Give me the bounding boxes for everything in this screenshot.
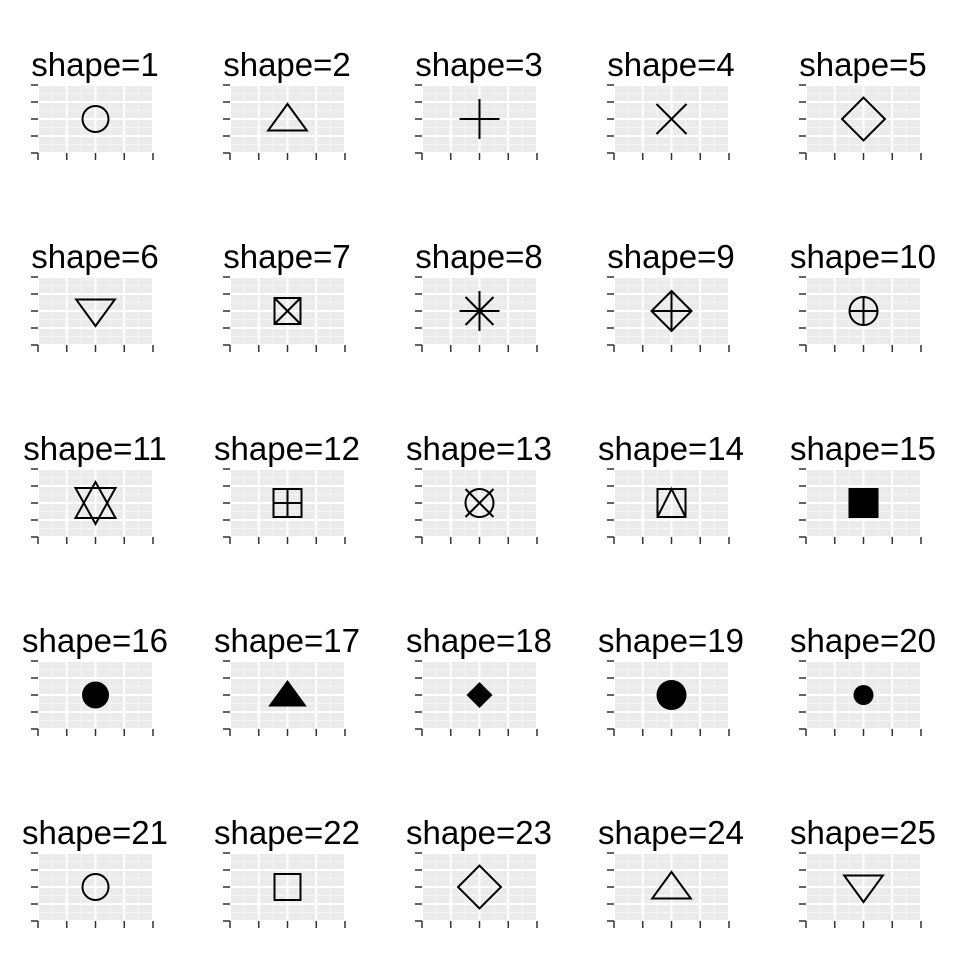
data-point-shape-11 — [73, 479, 118, 527]
facet-panel-shape-3: shape=3 — [415, 46, 543, 160]
data-point-shape-3 — [459, 99, 500, 139]
facet-panel-shape-12: shape=12 — [214, 430, 360, 544]
data-point-shape-7 — [273, 297, 302, 325]
panel-title: shape=17 — [214, 622, 360, 659]
facet-panel-shape-20: shape=20 — [790, 622, 936, 736]
panel-title: shape=11 — [23, 430, 166, 467]
data-point-shape-9 — [650, 289, 693, 333]
facet-panel-shape-4: shape=4 — [607, 46, 735, 160]
facet-panel-shape-15: shape=15 — [790, 430, 936, 544]
facet-panel-shape-1: shape=1 — [31, 46, 159, 160]
data-point-shape-14 — [656, 486, 687, 518]
facet-panel-shape-2: shape=2 — [223, 46, 351, 160]
facet-panel-shape-22: shape=22 — [214, 814, 360, 928]
facet-panel-shape-23: shape=23 — [406, 814, 552, 928]
panel-title: shape=16 — [22, 622, 168, 659]
facet-panel-shape-18: shape=18 — [406, 622, 552, 736]
data-point-shape-17 — [268, 679, 307, 707]
facet-panel-shape-6: shape=6 — [31, 238, 159, 352]
panel-title: shape=20 — [790, 622, 936, 659]
panel-title: shape=7 — [223, 238, 351, 275]
facet-panel-shape-21: shape=21 — [22, 814, 168, 928]
facet-panel-shape-25: shape=25 — [790, 814, 936, 928]
facet-panel-shape-8: shape=8 — [415, 238, 543, 352]
panel-title: shape=18 — [406, 622, 552, 659]
data-point-shape-15 — [848, 488, 879, 518]
facet-panel-shape-16: shape=16 — [22, 622, 168, 736]
facet-panel-shape-19: shape=19 — [598, 622, 744, 736]
data-point-shape-6 — [74, 298, 117, 328]
panel-title: shape=4 — [607, 46, 735, 83]
panel-title: shape=22 — [214, 814, 360, 851]
facet-panel-shape-14: shape=14 — [598, 430, 744, 544]
panel-title: shape=19 — [598, 622, 744, 659]
panel-title: shape=6 — [31, 238, 159, 275]
data-point-shape-10 — [848, 296, 879, 326]
data-point-shape-1 — [81, 105, 110, 133]
panel-title: shape=25 — [790, 814, 936, 851]
panel-title: shape=9 — [607, 238, 735, 275]
panel-title: shape=5 — [799, 46, 927, 83]
data-point-shape-8 — [459, 291, 500, 331]
panel-title: shape=2 — [223, 46, 351, 83]
data-point-shape-24 — [650, 870, 693, 900]
data-point-shape-23 — [456, 864, 503, 910]
data-point-shape-4 — [655, 103, 688, 135]
panel-title: shape=12 — [214, 430, 360, 467]
panel-title: shape=15 — [790, 430, 936, 467]
data-point-shape-25 — [842, 874, 885, 904]
panel-title: shape=8 — [415, 238, 543, 275]
facet-panel-shape-7: shape=7 — [223, 238, 351, 352]
data-point-shape-22 — [273, 873, 302, 901]
data-point-shape-21 — [81, 873, 110, 901]
facet-panel-shape-17: shape=17 — [214, 622, 360, 736]
data-point-shape-12 — [272, 488, 303, 518]
panel-title: shape=3 — [415, 46, 543, 83]
panel-title: shape=21 — [22, 814, 168, 851]
data-point-shape-19 — [656, 680, 687, 710]
data-point-shape-2 — [266, 102, 309, 132]
panel-title: shape=23 — [406, 814, 552, 851]
data-point-shape-16 — [82, 681, 109, 709]
facet-panel-shape-24: shape=24 — [598, 814, 744, 928]
facet-panel-shape-13: shape=13 — [406, 430, 552, 544]
panel-title: shape=1 — [31, 46, 159, 83]
facet-panel-shape-10: shape=10 — [790, 238, 936, 352]
panel-title: shape=24 — [598, 814, 744, 851]
panel-title: shape=10 — [790, 238, 936, 275]
facet-panel-shape-11: shape=11 — [23, 430, 167, 544]
data-point-shape-13 — [464, 488, 495, 518]
data-point-shape-5 — [840, 96, 887, 142]
data-point-shape-18 — [466, 682, 493, 708]
panel-title: shape=13 — [406, 430, 552, 467]
facet-panel-shape-9: shape=9 — [607, 238, 735, 352]
facet-panel-shape-5: shape=5 — [799, 46, 927, 160]
panel-title: shape=14 — [598, 430, 744, 467]
data-point-shape-20 — [853, 685, 874, 705]
